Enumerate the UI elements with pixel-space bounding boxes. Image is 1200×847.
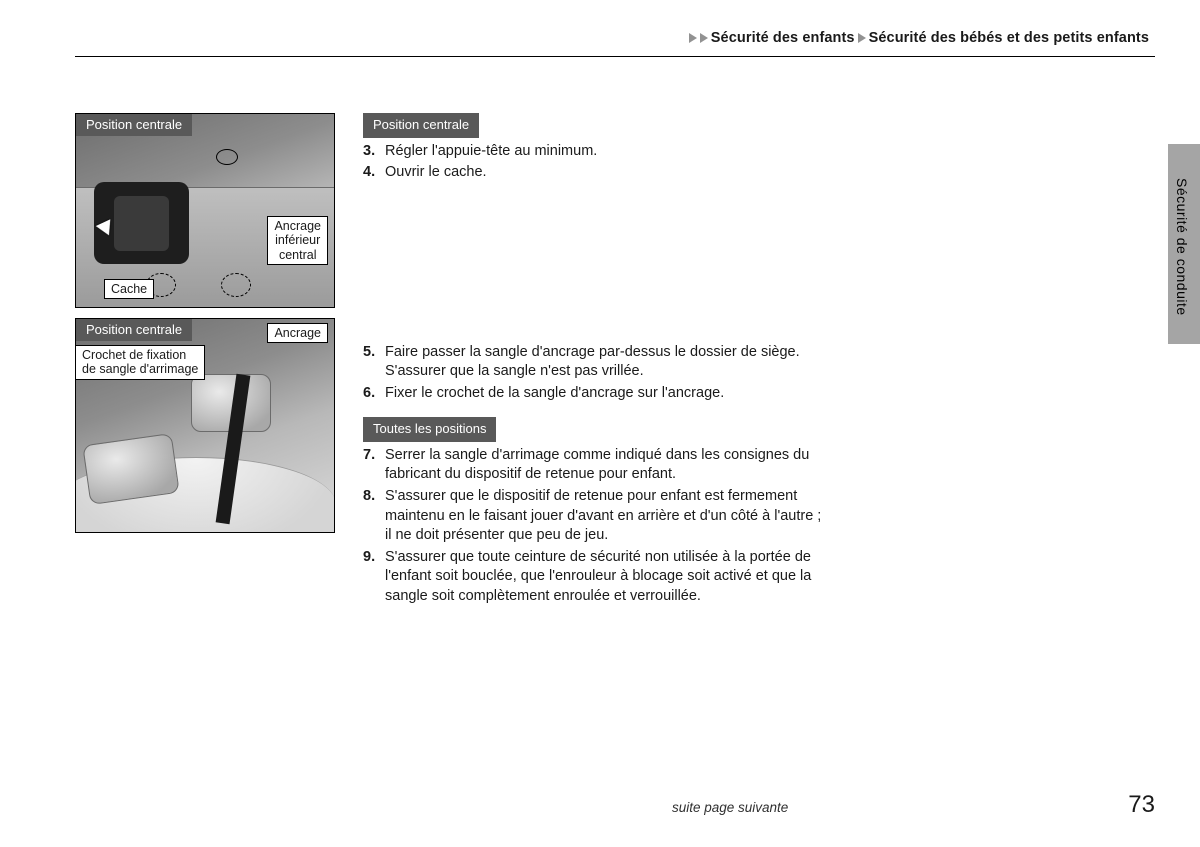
step-text: Ouvrir le cache. [385,163,487,183]
page-footer: suite page suivante 73 [0,791,1200,819]
manual-page: Sécurité des enfants Sécurité des bébés e… [0,0,1200,847]
section-label-3: Toutes les positions [363,417,496,442]
triangle-icon [700,33,708,43]
step: 7.Serrer la sangle d'arrimage comme indi… [363,446,823,485]
instructions-column: Position centrale 3. Régler l'appuie-tête… [363,113,823,608]
callout-anchor: Ancrage inférieur central [267,216,328,265]
triangle-icon [689,33,697,43]
step: 3. Régler l'appuie-tête au minimum. [363,142,823,162]
divider [75,56,1155,57]
step-text: Fixer le crochet de la sangle d'ancrage … [385,384,724,404]
step-text: Régler l'appuie-tête au minimum. [385,142,597,162]
section-1: Position centrale 3. Régler l'appuie-tête… [363,113,823,183]
figures-column: Position centrale Ancrage inférieur cent… [75,113,335,608]
step-text: Faire passer la sangle d'ancrage par-des… [385,343,823,382]
step: 6. Fixer le crochet de la sangle d'ancrag… [363,384,823,404]
continued-label: suite page suivante [672,800,788,815]
step-number: 7. [363,446,379,485]
breadcrumb-level2: Sécurité des bébés et des petits enfants [869,30,1149,46]
breadcrumb: Sécurité des enfants Sécurité des bébés e… [75,30,1155,54]
content-area: Position centrale Ancrage inférieur cent… [75,113,1155,608]
step-number: 6. [363,384,379,404]
step-number: 3. [363,142,379,162]
step-number: 9. [363,548,379,607]
figure-1-title: Position centrale [76,114,192,136]
page-number: 73 [1128,791,1155,819]
step-text: Serrer la sangle d'arrimage comme indiqu… [385,446,823,485]
callout-hook: Crochet de fixation de sangle d'arrimage [76,345,205,380]
step-text: S'assurer que toute ceinture de sécurité… [385,548,823,607]
steps-list-1: 3. Régler l'appuie-tête au minimum. 4. Ouv… [363,142,823,183]
breadcrumb-level1: Sécurité des enfants [711,30,855,46]
step: 5.Faire passer la sangle d'ancrage par-d… [363,343,823,382]
callout-cache: Cache [104,279,154,299]
section-label-1: Position centrale [363,113,479,138]
steps-list-3: 7.Serrer la sangle d'arrimage comme indi… [363,446,823,607]
figure-2: Position centrale Ancrage Crochet de fix… [75,318,335,533]
section-2: 5.Faire passer la sangle d'ancrage par-d… [363,343,823,404]
figure-1: Position centrale Ancrage inférieur cent… [75,113,335,308]
figure-2-title: Position centrale [76,319,192,341]
steps-list-2: 5.Faire passer la sangle d'ancrage par-d… [363,343,823,404]
step-number: 4. [363,163,379,183]
step: 4. Ouvrir le cache. [363,163,823,183]
step: 9.S'assurer que toute ceinture de sécuri… [363,548,823,607]
callout-anchor-2: Ancrage [267,323,328,343]
section-tab-label: Sécurité de conduite [1174,178,1190,316]
step: 8.S'assurer que le dispositif de retenue… [363,487,823,546]
step-text: S'assurer que le dispositif de retenue p… [385,487,823,546]
triangle-icon [858,33,866,43]
section-3: Toutes les positions 7.Serrer la sangle … [363,417,823,606]
step-number: 5. [363,343,379,382]
step-number: 8. [363,487,379,546]
